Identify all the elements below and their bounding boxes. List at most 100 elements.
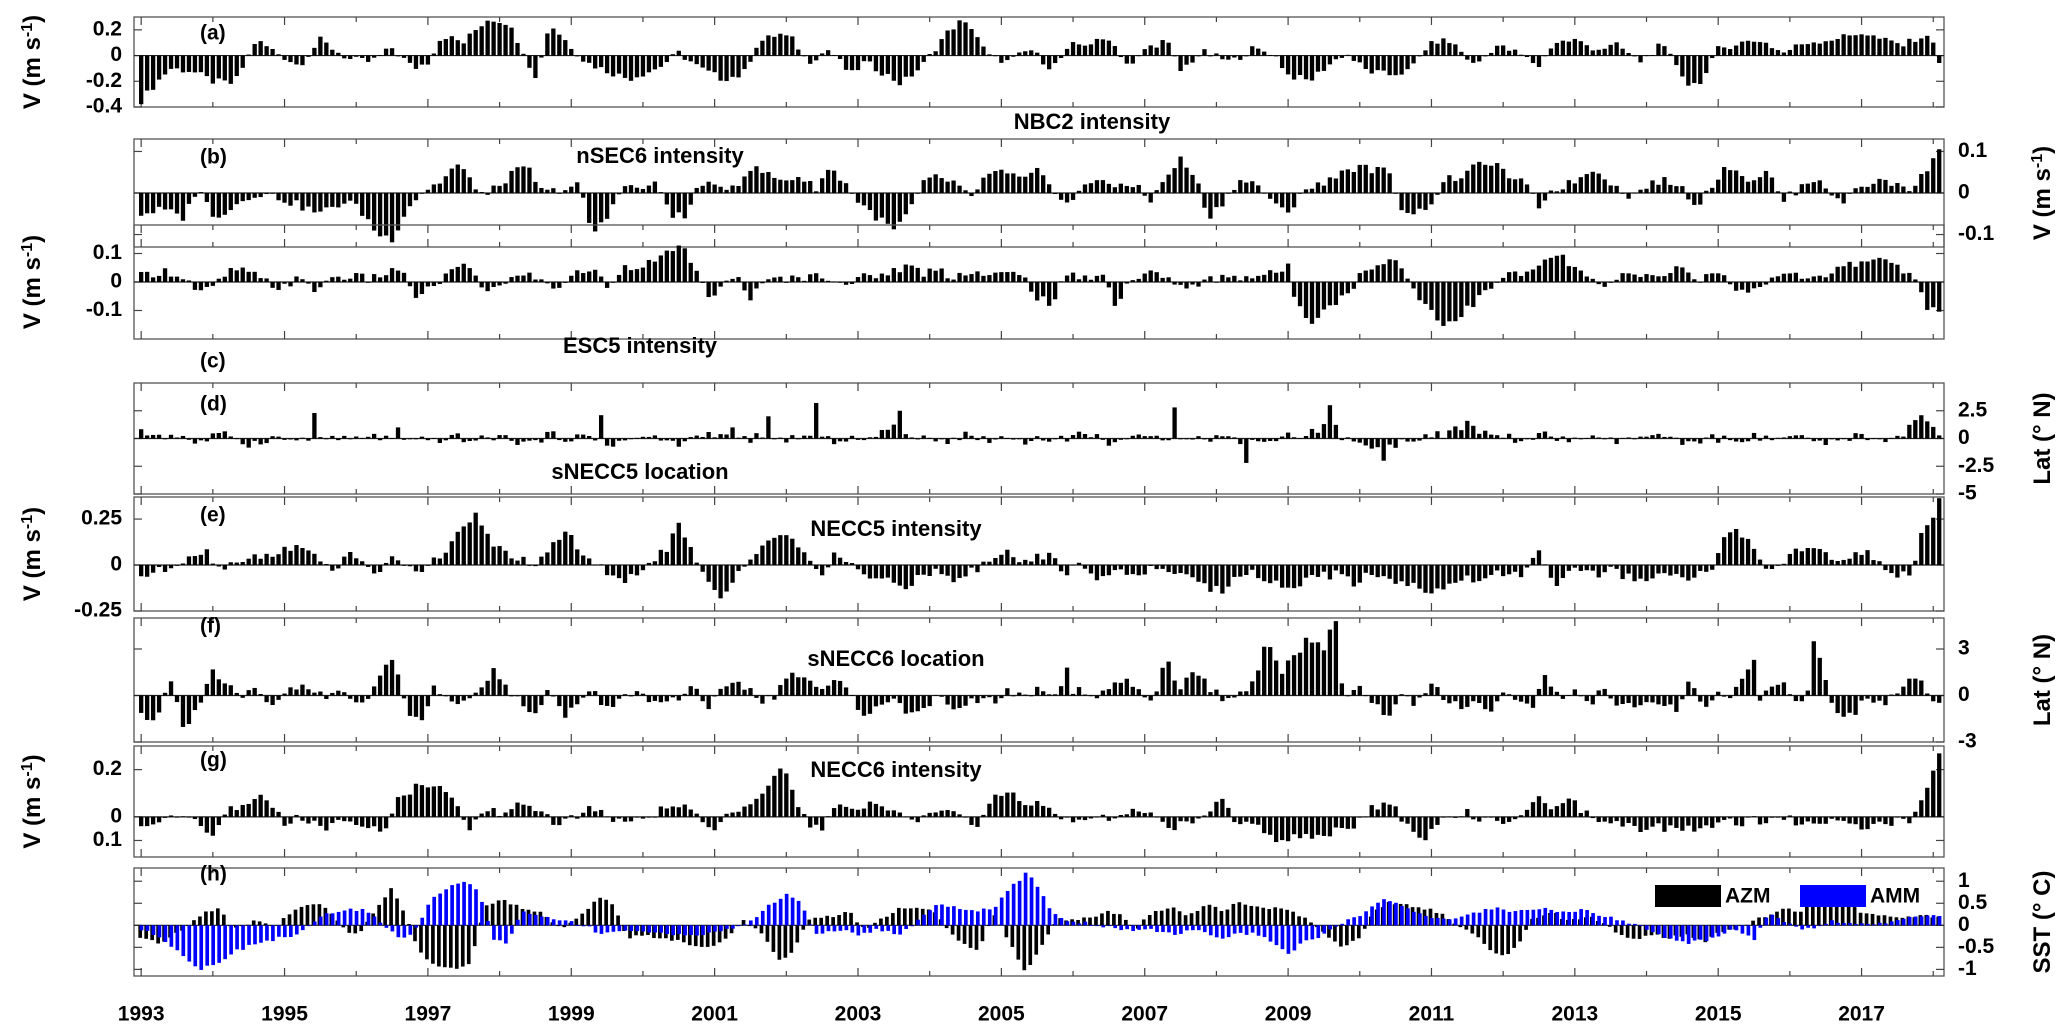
bar (216, 433, 221, 439)
bar (1083, 921, 1088, 926)
bar (1512, 565, 1518, 572)
panel-title: NECC5 intensity (810, 516, 982, 541)
bar (1268, 54, 1273, 56)
bar (1441, 282, 1446, 326)
bar (1082, 816, 1088, 821)
bar (1632, 565, 1637, 582)
bar (1208, 276, 1213, 282)
bar (778, 33, 783, 56)
bar (1459, 51, 1464, 56)
bar (371, 816, 377, 827)
bar (1919, 38, 1924, 56)
bar (784, 35, 789, 56)
bar (1847, 261, 1852, 282)
bar (1554, 42, 1560, 56)
bar (677, 925, 681, 934)
bar (1758, 925, 1763, 928)
bar (575, 434, 580, 439)
bar (659, 925, 664, 933)
bar (1070, 272, 1076, 282)
bar (831, 170, 837, 193)
bar (1447, 282, 1452, 322)
bar (1267, 909, 1272, 926)
bar (1035, 436, 1040, 439)
bar (921, 565, 926, 575)
bar (1112, 438, 1118, 443)
bar (1125, 925, 1129, 930)
panel-label: (a) (200, 22, 226, 45)
bar (1112, 682, 1118, 696)
bar (557, 816, 562, 826)
bar (622, 438, 628, 441)
bar (510, 925, 514, 934)
bar (1572, 266, 1577, 282)
bar (712, 282, 717, 296)
bar (1859, 433, 1864, 439)
bar (1106, 282, 1112, 288)
bar (622, 186, 628, 193)
bar (604, 438, 610, 446)
bar (808, 680, 813, 696)
y-tick-label: 0.1 (93, 241, 123, 264)
bar (1871, 183, 1876, 193)
bar (1602, 282, 1607, 287)
bar (1489, 909, 1494, 926)
bar (1662, 925, 1667, 938)
bar (1041, 691, 1046, 696)
bar (1214, 193, 1219, 208)
bar (425, 787, 431, 817)
bar (814, 273, 819, 282)
bar (1818, 925, 1822, 927)
bar (1841, 695, 1846, 717)
bar (1769, 565, 1775, 570)
bar (401, 695, 407, 699)
bar (1590, 816, 1595, 819)
bar (694, 187, 699, 193)
bar (1739, 438, 1745, 443)
bar (1273, 193, 1279, 204)
bar (1435, 43, 1440, 56)
bar (944, 925, 949, 929)
bar (551, 919, 556, 926)
bar (228, 193, 233, 211)
bar (472, 925, 477, 947)
bar (1645, 925, 1649, 930)
bar (1428, 908, 1433, 926)
bar (670, 193, 675, 218)
bar (1590, 435, 1595, 439)
bar (581, 434, 586, 439)
bar (1411, 816, 1416, 832)
bar (1913, 678, 1918, 696)
bar (1399, 816, 1404, 822)
bar (1506, 925, 1510, 955)
bar (1656, 276, 1661, 282)
bar (1591, 913, 1595, 926)
bar (1315, 282, 1321, 318)
bar (974, 925, 979, 950)
bar (855, 277, 861, 282)
bar (1805, 437, 1810, 439)
bar (1459, 178, 1464, 193)
bar (1405, 193, 1410, 213)
bar (802, 55, 807, 57)
bar (1339, 438, 1345, 441)
bar (1291, 911, 1295, 926)
bar (813, 917, 818, 926)
bar (389, 438, 395, 439)
bar (1638, 565, 1643, 579)
bar (1076, 190, 1082, 193)
bar (211, 925, 216, 966)
bar (784, 893, 789, 926)
bar (1578, 270, 1583, 282)
bar (222, 276, 227, 282)
bar (198, 192, 204, 193)
bar (837, 55, 843, 60)
bar (634, 691, 640, 696)
bar (915, 267, 920, 282)
bar (688, 547, 693, 566)
bar (1369, 438, 1374, 449)
bar (676, 193, 681, 213)
bar (897, 410, 902, 439)
bar (1232, 189, 1237, 193)
bar (222, 683, 227, 696)
